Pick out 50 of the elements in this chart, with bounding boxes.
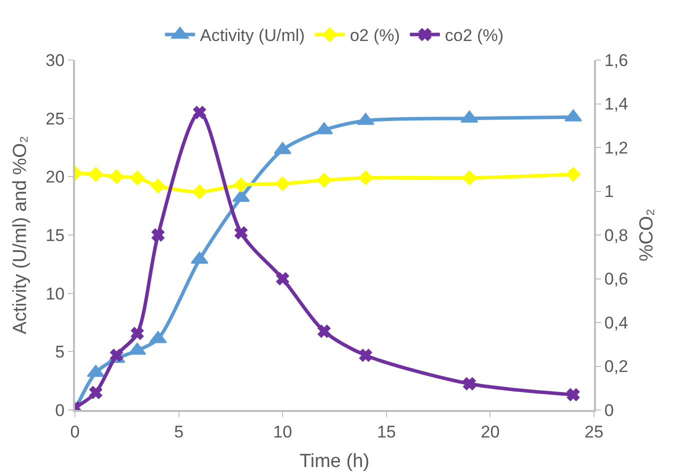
y-tick-label: 15 <box>46 226 65 245</box>
y-tick-label: 25 <box>46 109 65 128</box>
y2-tick-label: 1,6 <box>604 50 628 70</box>
y2-tick-label: 0,4 <box>604 313 628 332</box>
x-tick-label: 20 <box>480 422 500 442</box>
y2-tick-label: 0,8 <box>604 226 628 245</box>
y2-tick-label: 1,2 <box>604 138 628 158</box>
x-tick-label: 0 <box>70 422 80 442</box>
point <box>566 167 580 182</box>
y2-axis-title: %CO₂ <box>636 208 658 262</box>
point <box>275 176 290 191</box>
y-tick-label: 0 <box>55 400 65 420</box>
y-tick-label: 20 <box>46 168 65 187</box>
x-tick-label: 15 <box>376 422 396 442</box>
point <box>89 386 102 399</box>
point <box>150 178 166 194</box>
point <box>110 348 123 362</box>
y-tick-label: 5 <box>55 342 65 362</box>
point <box>358 170 373 186</box>
point <box>316 172 332 188</box>
point <box>88 167 104 182</box>
x-tick-label: 25 <box>584 422 604 442</box>
point <box>109 169 124 184</box>
point <box>130 327 144 340</box>
y-axis-title: Activity (U/ml) and %O₂ <box>10 136 31 334</box>
y-tick-label: 30 <box>46 50 65 70</box>
x-tick-label: 10 <box>273 422 292 442</box>
point <box>192 184 207 200</box>
y-tick-label: 10 <box>46 284 65 304</box>
y2-tick-label: 1,4 <box>604 94 628 114</box>
point <box>234 226 248 240</box>
point <box>130 170 145 186</box>
point <box>566 388 580 402</box>
legend-label: co2 (%) <box>444 26 504 46</box>
y2-tick-label: 0 <box>604 400 614 420</box>
point <box>193 106 206 119</box>
y2-tick-label: 0,6 <box>604 270 628 289</box>
y2-tick-label: 0,2 <box>604 357 628 376</box>
point <box>234 178 248 192</box>
point <box>359 348 372 362</box>
legend-label: o2 (%) <box>350 26 400 46</box>
point <box>318 324 331 338</box>
x-tick-label: 5 <box>174 422 184 442</box>
point <box>463 377 476 390</box>
point <box>276 272 290 286</box>
point <box>462 170 477 186</box>
point <box>152 228 164 242</box>
y2-tick-label: 1 <box>604 182 614 202</box>
x-axis-title: Time (h) <box>299 451 370 472</box>
legend-label: Activity (U/ml) <box>200 26 305 46</box>
